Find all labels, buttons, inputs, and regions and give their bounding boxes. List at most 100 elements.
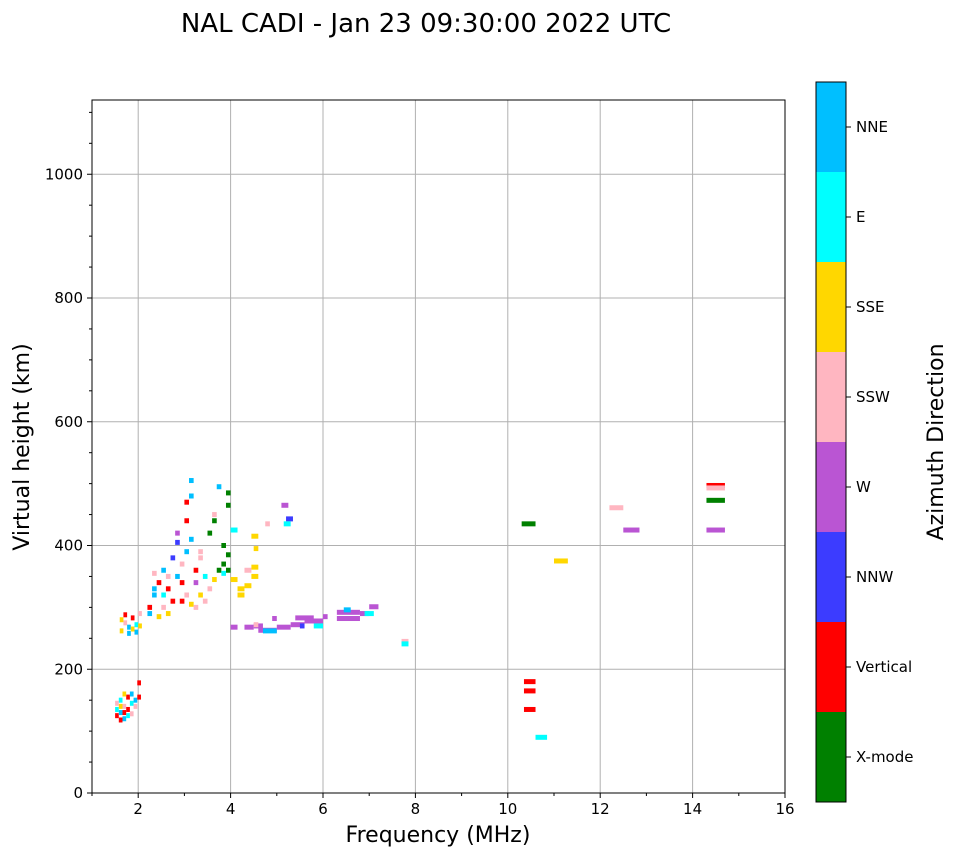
x-axis-ticks: 2 4 6 8 10 12 14 16 — [91, 793, 795, 818]
data-point-nne — [161, 567, 166, 573]
data-point-x-mode — [225, 490, 231, 496]
data-point-w — [230, 624, 238, 630]
data-point-vertical — [126, 694, 130, 700]
data-point-e — [313, 623, 323, 629]
data-point-w — [323, 614, 328, 620]
data-point-x-mode — [521, 521, 536, 527]
data-point-e — [230, 527, 238, 533]
data-point-sse — [251, 573, 259, 579]
data-point-sse — [118, 703, 123, 709]
colorbar-segment — [816, 442, 846, 532]
y-tick-label: 800 — [54, 289, 83, 307]
data-point-ssw — [244, 567, 252, 573]
data-point-nne — [134, 629, 139, 635]
data-point-nne — [189, 536, 194, 542]
data-point-sse — [554, 558, 568, 564]
data-point-nne — [343, 607, 351, 613]
x-tick-label: 6 — [318, 800, 328, 818]
data-point-ssw — [207, 586, 213, 592]
data-point-sse — [212, 577, 217, 583]
data-point-vertical — [523, 679, 536, 685]
colorbar-label: Azimuth Direction — [924, 343, 949, 540]
colorbar-tick-label: SSW — [856, 388, 890, 406]
data-point-ssw — [122, 703, 127, 709]
data-point-ssw — [706, 485, 725, 491]
data-point-x-mode — [216, 567, 222, 573]
data-point-nne — [184, 549, 190, 555]
colorbar-tick-label: NNW — [856, 568, 893, 586]
data-point-ssw — [123, 620, 128, 626]
data-point-ssw — [161, 604, 166, 610]
colorbar-tick-label: W — [856, 478, 871, 496]
colorbar-segment — [816, 532, 846, 622]
data-point-sse — [130, 626, 135, 632]
data-point-ssw — [129, 711, 134, 717]
data-point-x-mode — [706, 497, 725, 503]
data-point-e — [129, 700, 134, 706]
data-point-ssw — [138, 611, 142, 617]
data-point-e — [118, 697, 123, 703]
data-point-vertical — [118, 717, 123, 723]
data-point-e — [283, 521, 291, 527]
y-axis-ticks: 0 200 400 600 800 1000 — [45, 111, 92, 802]
y-tick-label: 600 — [54, 413, 83, 431]
data-point-vertical — [137, 694, 141, 700]
y-tick-label: 200 — [54, 660, 83, 678]
data-point-w — [336, 616, 360, 622]
data-point-w — [272, 616, 277, 622]
data-point-x-mode — [221, 561, 226, 567]
y-tick-label: 0 — [73, 784, 83, 802]
data-point-nnw — [286, 516, 293, 522]
data-point-w — [304, 618, 323, 624]
data-point-nne — [133, 697, 138, 703]
x-tick-label: 4 — [226, 800, 236, 818]
data-point-w — [281, 502, 289, 508]
data-point-vertical — [179, 580, 185, 586]
data-point-nne — [152, 586, 157, 592]
data-point-ssw — [198, 555, 203, 561]
data-point-vertical — [126, 706, 130, 712]
data-point-sse — [251, 533, 259, 539]
plot-frame — [91, 99, 786, 794]
colorbar-segment — [816, 172, 846, 262]
data-point-x-mode — [225, 567, 231, 573]
data-point-w — [623, 527, 640, 533]
x-tick-label: 10 — [498, 800, 517, 818]
data-point-nne — [127, 630, 131, 636]
x-tick-label: 8 — [411, 800, 421, 818]
data-point-nne — [147, 611, 153, 617]
chart-title: NAL CADI - Jan 23 09:30:00 2022 UTC — [181, 9, 671, 39]
data-point-ssw — [212, 512, 217, 518]
data-point-nne — [175, 573, 180, 579]
data-point-sse — [244, 583, 252, 589]
data-point-e — [221, 570, 226, 576]
colorbar-segment — [816, 352, 846, 442]
data-point-nne — [129, 691, 134, 697]
data-point-vertical — [147, 604, 153, 610]
data-point-ssw — [179, 561, 185, 567]
data-point-sse — [251, 564, 259, 570]
colorbar-tick-label: SSE — [856, 298, 885, 316]
data-point-sse — [230, 577, 238, 583]
data-point-x-mode — [212, 518, 217, 524]
data-point-ssw — [193, 604, 199, 610]
data-point-sse — [119, 617, 124, 623]
data-point-ssw — [198, 549, 203, 555]
data-point-sse — [237, 592, 245, 598]
data-point-w — [295, 615, 314, 621]
data-point-w — [706, 527, 725, 533]
data-point-nnw — [170, 555, 176, 561]
data-point-sse — [237, 586, 245, 592]
data-point-e — [202, 573, 208, 579]
data-point-sse — [138, 623, 142, 629]
x-tick-label: 16 — [775, 800, 794, 818]
data-point-vertical — [523, 688, 536, 694]
x-axis-label: Frequency (MHz) — [346, 823, 531, 848]
data-point-nne — [262, 628, 277, 634]
data-point-e — [401, 641, 409, 647]
data-point-nnw — [175, 539, 180, 545]
colorbar-segment — [816, 262, 846, 352]
data-point-e — [115, 706, 119, 712]
data-point-ssw — [265, 521, 270, 527]
